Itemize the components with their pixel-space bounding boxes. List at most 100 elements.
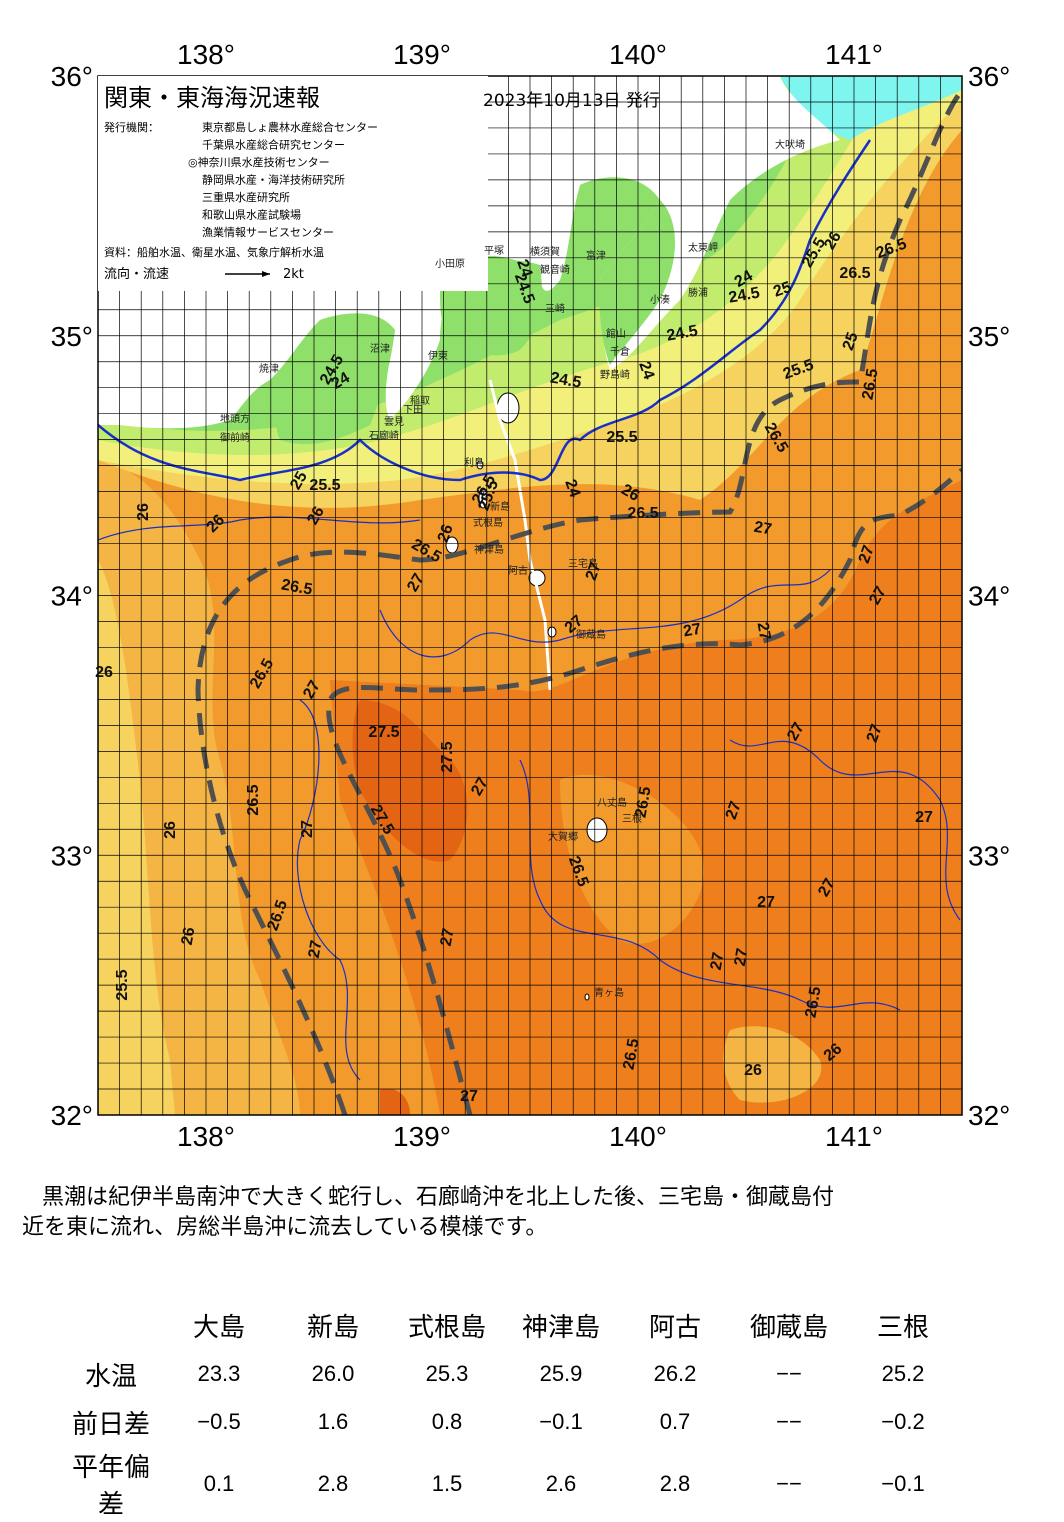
- isotherm-label: 27: [757, 894, 775, 911]
- place-name: 富津: [586, 249, 606, 262]
- row-label: 水温: [84, 1361, 137, 1392]
- isotherm-label: 25: [771, 279, 794, 301]
- place-name: 八丈島: [597, 796, 627, 809]
- place-name: 太東岬: [688, 241, 718, 254]
- station-header: 新島: [306, 1312, 359, 1343]
- lat-label-left: 32°: [51, 1100, 93, 1131]
- lon-label-bottom: 140°: [609, 1121, 667, 1152]
- isotherm-label: 25: [840, 330, 862, 353]
- lon-label-top: 140°: [609, 39, 667, 70]
- place-name: 雲見: [384, 416, 404, 428]
- table-cell: 0.1: [203, 1471, 235, 1496]
- lat-label-right: 33°: [968, 840, 1010, 871]
- table-cell: −0.1: [881, 1471, 925, 1496]
- row-label: 前日差: [71, 1409, 150, 1440]
- place-name: 大吠埼: [775, 138, 805, 151]
- data-source: 資料：船舶水温、衛星水温、気象庁解析水温: [104, 245, 324, 259]
- isotherm-label: 27: [583, 560, 605, 583]
- issuer-name: 和歌山県水産試験場: [202, 208, 301, 222]
- lon-label-bottom: 141°: [825, 1121, 883, 1152]
- place-name: 御蔵島: [576, 628, 606, 641]
- isotherm-label: 25.5: [114, 969, 131, 1000]
- station-header-row: 大島 新島 式根島 神津島 阿古 御蔵島 三根: [60, 1300, 960, 1350]
- place-name: 阿古: [508, 564, 528, 577]
- sst-26-south: [723, 1026, 822, 1103]
- isotherm-label: 26: [304, 504, 328, 528]
- issuer-name: 静岡県水産・海洋技術研究所: [202, 173, 345, 187]
- issuer-name: 三重県水産研究所: [202, 190, 290, 204]
- isotherm-label: 26: [162, 821, 179, 839]
- station-header: 三根: [876, 1312, 929, 1343]
- isotherm-27-east: [729, 739, 961, 921]
- isotherm-label: 24: [513, 257, 535, 280]
- table-cell: 1.6: [317, 1409, 349, 1434]
- table-cell: 26.2: [653, 1361, 697, 1386]
- sst-275-south: [380, 1088, 410, 1115]
- table-cell: −−: [776, 1361, 802, 1386]
- isotherm-24: [98, 139, 872, 482]
- station-header: 神津島: [521, 1312, 600, 1343]
- legend-box: [98, 76, 488, 291]
- place-name: 三宅島: [568, 557, 598, 570]
- table-cell: −0.2: [881, 1409, 925, 1434]
- place-name: 観音崎: [540, 263, 570, 276]
- lat-label-left: 34°: [51, 581, 93, 612]
- ship-track: [488, 379, 552, 691]
- sst-255-west: [98, 560, 175, 1115]
- isotherm-label: 27: [306, 939, 326, 960]
- description: 黒潮は紀伊半島南沖で大きく蛇行し、石廊崎沖を北上した後、三宅島・御蔵島付 近を東…: [22, 1183, 1042, 1243]
- place-name: 利島: [464, 456, 484, 469]
- issuer-name: ◎神奈川県水産技術センター: [188, 155, 330, 169]
- sst-265-izu-islands: [560, 774, 704, 944]
- isotherm-label: 24: [561, 477, 583, 500]
- isotherm-label: 27: [866, 584, 890, 608]
- isotherm-label: 26.5: [839, 265, 870, 282]
- row-label: 平年偏差: [71, 1453, 150, 1520]
- observation-table: 大島 新島 式根島 神津島 阿古 御蔵島 三根 水温 23.3 26.0 25.…: [60, 1300, 960, 1522]
- place-name: 平塚: [484, 245, 504, 257]
- isotherm-label: 26: [179, 926, 199, 947]
- table-row: 水温 23.3 26.0 25.3 25.9 26.2 −− 25.2: [60, 1350, 960, 1398]
- lat-label-right: 35°: [968, 321, 1010, 352]
- issuer-name: 東京都島しょ農林水産総合センター: [202, 120, 378, 134]
- isotherm-label: 27: [460, 1088, 478, 1105]
- isotherm-label: 27: [404, 571, 428, 595]
- issuer-name: 漁業情報サービスセンター: [202, 225, 334, 239]
- lat-label-left: 33°: [51, 840, 93, 871]
- isotherm-label: 26: [618, 481, 642, 505]
- place-name: 下田: [403, 405, 423, 416]
- isotherm-label: 27: [299, 820, 316, 838]
- table-cell: 0.8: [431, 1409, 463, 1434]
- isotherm-label: 27.5: [439, 741, 456, 772]
- sea-temperature-map: 関東・東海海況速報 2023年10月13日 発行 発行機関： 東京都島しょ農林水…: [51, 39, 1011, 1152]
- boso-west-water: [599, 200, 675, 365]
- place-name: 地頭方: [220, 412, 250, 425]
- isotherm-label: 25: [287, 469, 311, 493]
- isotherm-label: 27: [708, 951, 728, 972]
- isotherm-label: 27: [468, 775, 492, 799]
- place-name: 勝浦: [688, 286, 708, 299]
- aogashima-island: [584, 993, 590, 1001]
- table-cell: −0.1: [539, 1409, 583, 1434]
- isotherm-label: 26: [821, 229, 845, 253]
- lon-label-bottom: 138°: [177, 1121, 235, 1152]
- table-cell: −0.5: [197, 1409, 241, 1434]
- lat-label-right: 34°: [968, 581, 1010, 612]
- isotherm-label: 27: [864, 722, 886, 745]
- lat-label-left: 36°: [51, 61, 93, 92]
- place-name: 石廊崎: [369, 429, 399, 442]
- axis-labels: 138° 138° 139° 139° 140° 140° 141° 141° 36° 36° 35…: [51, 39, 1011, 1152]
- isotherm-label: 26: [95, 664, 113, 681]
- table-cell: 0.7: [659, 1409, 691, 1434]
- station-header: 御蔵島: [749, 1312, 828, 1343]
- station-header: 大島: [192, 1312, 245, 1343]
- table-cell: 2.8: [317, 1471, 349, 1496]
- isotherm-label: 26.5: [245, 784, 262, 815]
- isotherm-label: 25.5: [309, 477, 340, 494]
- isotherm-label: 27: [915, 809, 933, 826]
- isotherm-26: [98, 516, 421, 541]
- isotherm-label: 27: [438, 927, 458, 948]
- isotherm-label: 24.5: [727, 284, 761, 306]
- isotherm-label: 26.5: [802, 985, 824, 1019]
